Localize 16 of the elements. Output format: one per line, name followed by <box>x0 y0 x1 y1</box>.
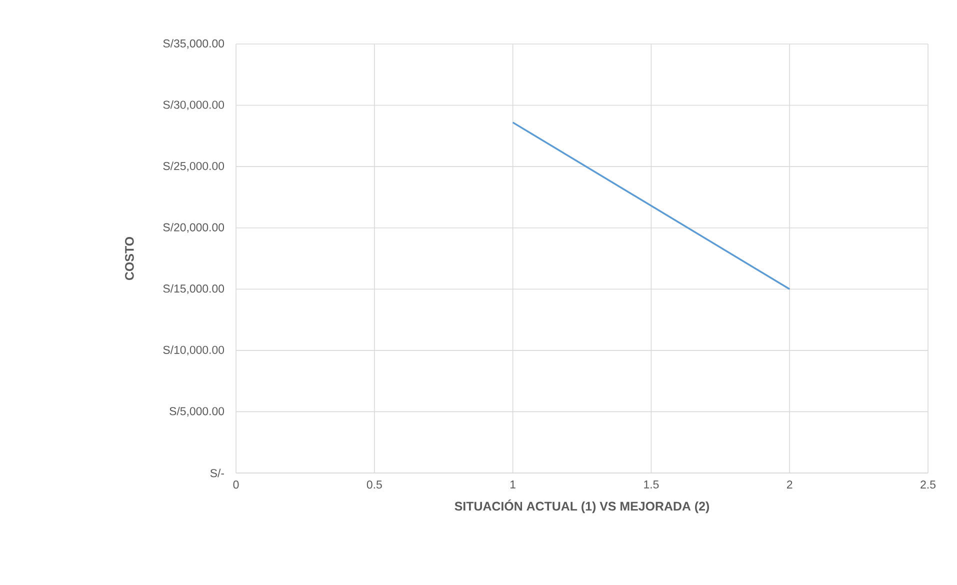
y-tick-label: S/5,000.00 <box>170 406 224 417</box>
x-axis-title: SITUACIÓN ACTUAL (1) VS MEJORADA (2) <box>454 499 710 514</box>
y-tick-label: S/10,000.00 <box>163 346 224 356</box>
y-tick-label: S/15,000.00 <box>163 284 224 294</box>
x-tick-label: 0 <box>233 480 239 489</box>
y-axis-title: COSTO <box>125 236 134 280</box>
y-tick-label: S/- <box>210 468 224 478</box>
x-tick-label: 2 <box>787 480 792 489</box>
y-tick-label: S/20,000.00 <box>163 222 224 233</box>
y-tick-label: S/35,000.00 <box>163 39 224 49</box>
y-tick-label: S/25,000.00 <box>163 162 224 172</box>
y-tick-label: S/30,000.00 <box>163 100 224 110</box>
x-tick-label: 1 <box>510 480 516 488</box>
x-tick-label: 2.5 <box>920 480 936 489</box>
x-tick-label: 0.5 <box>366 480 382 489</box>
x-tick-label: 1.5 <box>644 480 659 488</box>
